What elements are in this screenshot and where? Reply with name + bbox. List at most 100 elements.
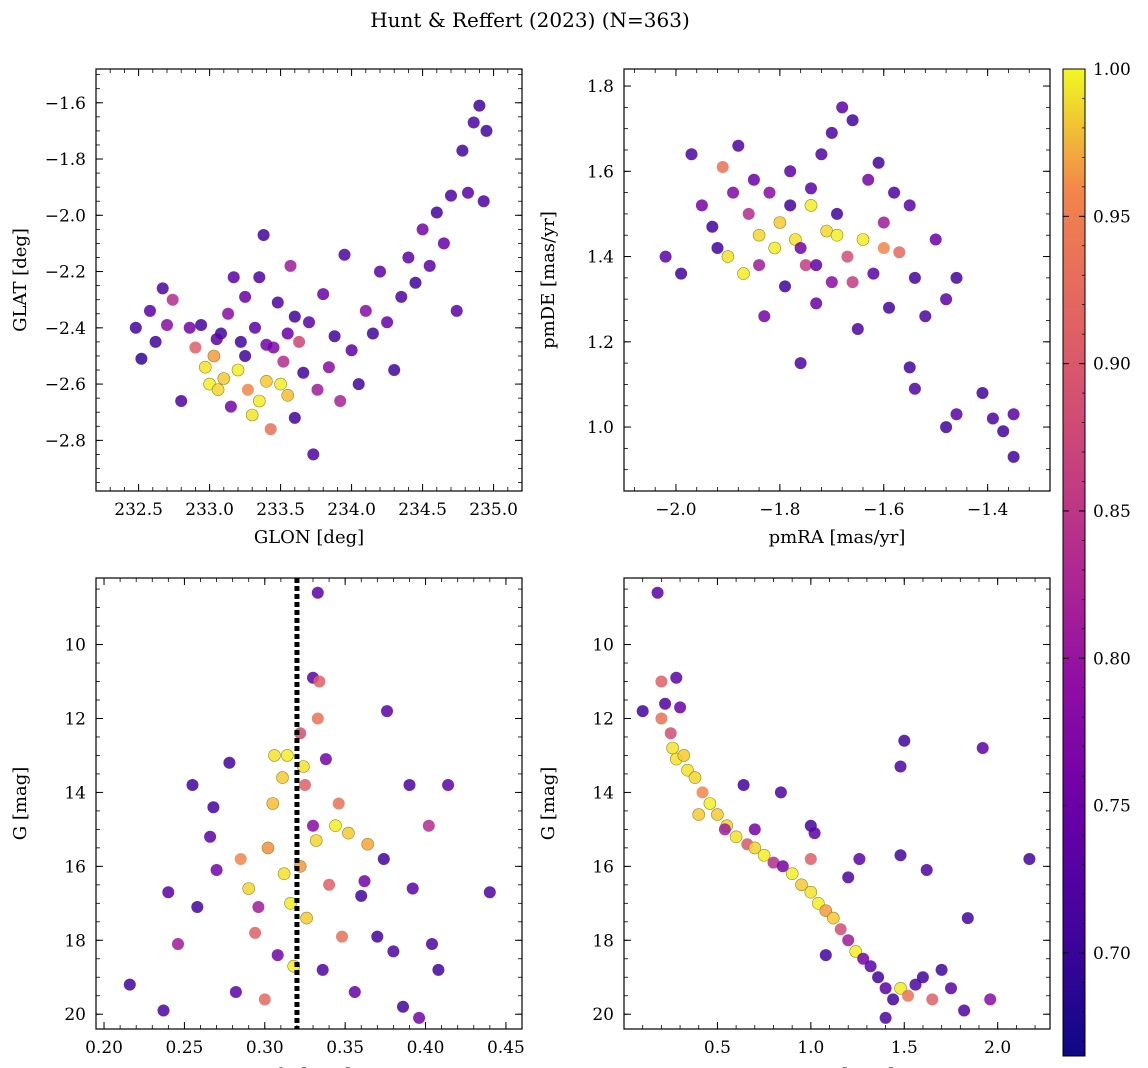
data-point	[266, 797, 280, 810]
axes-frame	[623, 68, 1051, 492]
data-point	[355, 889, 368, 902]
data-point	[919, 310, 932, 323]
data-point	[909, 978, 922, 991]
x-tick-label: −2.0	[655, 500, 696, 520]
data-point	[260, 374, 273, 388]
data-point	[849, 945, 863, 958]
data-point	[795, 878, 808, 892]
data-point	[300, 911, 313, 925]
data-point	[442, 779, 455, 791]
data-point	[774, 786, 787, 799]
data-point	[387, 945, 400, 958]
y-tick-label: 1.4	[587, 248, 614, 268]
data-point	[908, 382, 921, 395]
data-point	[322, 361, 335, 374]
data-point	[257, 229, 270, 241]
data-point	[281, 327, 294, 340]
data-point	[695, 199, 708, 212]
x-tick-label: −1.6	[863, 500, 904, 520]
points-plx-g	[123, 586, 496, 1024]
data-point	[422, 819, 435, 832]
data-point	[483, 886, 496, 899]
y-tick-label: −2.6	[45, 375, 86, 395]
data-point	[768, 241, 782, 255]
data-point	[747, 173, 760, 186]
data-point	[358, 875, 371, 888]
colorbar-tick-label: 0.95	[1093, 207, 1131, 227]
data-point	[945, 982, 957, 995]
data-point	[872, 971, 885, 984]
data-point	[805, 182, 817, 195]
colorbar-tick-label: 0.85	[1093, 502, 1131, 522]
data-point	[767, 856, 780, 869]
data-point	[307, 448, 320, 461]
data-point	[685, 148, 698, 161]
data-point	[195, 319, 208, 331]
data-point	[361, 837, 375, 851]
x-tick-label: 235.0	[469, 500, 518, 520]
data-point	[381, 705, 393, 718]
data-point	[846, 114, 859, 127]
data-point	[696, 786, 709, 799]
data-point	[825, 126, 838, 139]
data-point	[879, 982, 892, 995]
data-point	[929, 233, 942, 246]
data-point	[172, 938, 184, 950]
data-point	[157, 1004, 170, 1017]
data-point	[284, 896, 297, 910]
data-point	[721, 250, 735, 263]
data-point	[276, 771, 289, 784]
data-point	[986, 412, 999, 425]
data-point	[877, 216, 890, 229]
data-point	[853, 853, 866, 865]
data-point	[894, 849, 907, 862]
figure-title: Hunt & Reffert (2023) (N=363)	[370, 8, 690, 32]
data-point	[659, 697, 672, 710]
x-axis-label: GLON [deg]	[254, 527, 364, 548]
data-point	[841, 250, 854, 263]
y-tick-label: 12	[592, 709, 614, 729]
data-point	[819, 949, 832, 962]
data-point	[692, 808, 706, 821]
data-point	[655, 675, 668, 688]
data-point	[718, 823, 731, 836]
y-tick-label: −1.6	[45, 94, 86, 114]
data-point	[688, 771, 702, 784]
data-point	[332, 797, 345, 810]
data-point	[445, 189, 457, 202]
y-tick-label: 18	[592, 931, 614, 951]
data-point	[423, 259, 436, 272]
data-point	[950, 408, 963, 421]
data-point	[666, 741, 679, 755]
data-point	[675, 267, 688, 280]
data-point	[940, 421, 953, 434]
data-point	[199, 360, 212, 374]
y-tick-label: 1.6	[587, 162, 614, 182]
data-point	[329, 819, 342, 833]
data-point	[456, 144, 469, 157]
data-point	[804, 853, 817, 865]
data-point	[323, 878, 336, 891]
data-point	[888, 186, 901, 199]
panel-cmd: 0.5 1.0 1.5 2.0 10 12 14 16 18 20 BP-RP [mag] G [ma…	[538, 577, 1051, 1068]
data-point	[242, 882, 255, 895]
y-tick-label: 1.0	[587, 418, 614, 438]
data-point	[381, 316, 394, 329]
points-pm	[659, 101, 1020, 463]
y-axis-label: G [mag]	[10, 767, 31, 840]
x-tick-label: 0.5	[704, 1038, 731, 1058]
data-point	[293, 335, 306, 348]
data-point	[328, 330, 341, 343]
x-tick-label: 0.45	[487, 1038, 525, 1058]
data-point	[950, 271, 963, 284]
data-point	[879, 1011, 892, 1024]
data-point	[397, 1000, 409, 1013]
data-point	[268, 749, 281, 762]
data-point	[763, 186, 776, 199]
points-glon-glat	[129, 99, 493, 461]
data-point	[342, 826, 355, 840]
y-tick-label: 1.8	[587, 77, 614, 97]
data-point	[903, 199, 916, 212]
data-point	[317, 288, 330, 301]
